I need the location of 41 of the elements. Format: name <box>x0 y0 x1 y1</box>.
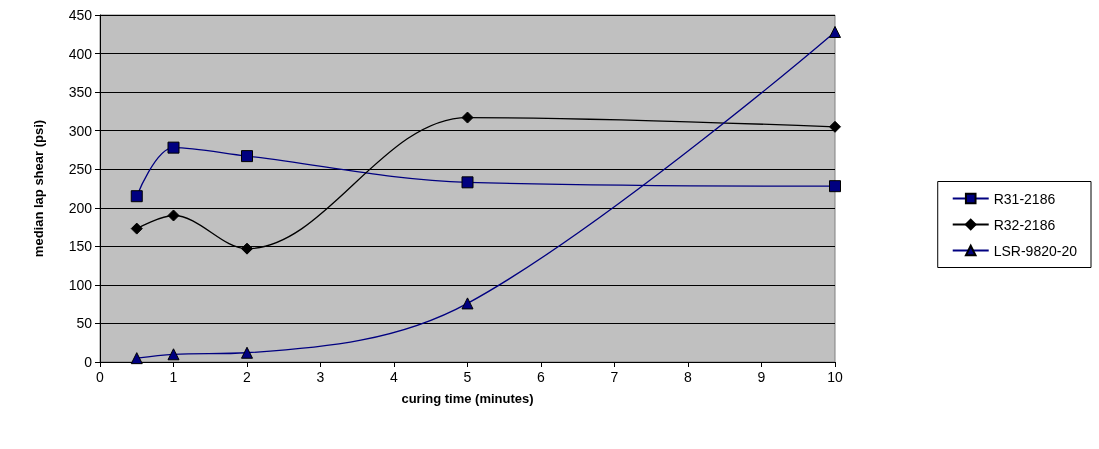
x-tick-label: 0 <box>96 369 105 385</box>
point <box>167 348 180 361</box>
point <box>461 111 474 124</box>
point <box>130 222 143 235</box>
x-tick-label: 1 <box>169 369 178 385</box>
y-tick-label: 300 <box>68 122 93 139</box>
point <box>167 209 180 222</box>
point <box>461 297 474 310</box>
point <box>829 25 841 38</box>
point <box>130 352 143 365</box>
point <box>829 180 841 193</box>
point <box>241 242 253 255</box>
x-tick-label: 2 <box>243 369 252 385</box>
x-tick-label: 3 <box>316 369 325 385</box>
y-tick-label: 0 <box>84 354 93 370</box>
x-tick-label: 4 <box>390 369 399 385</box>
point <box>167 141 180 154</box>
x-tick-label: 5 <box>463 369 472 385</box>
y-tick-label: 450 <box>68 7 93 23</box>
y-tick-label: 50 <box>76 315 93 332</box>
x-tick-label: 7 <box>610 369 619 385</box>
point <box>241 150 253 163</box>
y-axis-title: median lap shear (psi) <box>31 119 46 258</box>
x-tick-label: 8 <box>684 369 693 385</box>
y-tick-label: 150 <box>68 238 93 255</box>
legend-label: LSR-9820-20 <box>993 242 1078 259</box>
x-tick-label: 10 <box>827 369 843 385</box>
y-tick-label: 100 <box>68 276 93 293</box>
point <box>461 176 474 189</box>
legend-label: R31-2186 <box>993 190 1056 207</box>
y-tick-label: 250 <box>68 161 93 178</box>
point <box>241 346 253 359</box>
y-tick-label: 200 <box>68 199 93 216</box>
y-tick-label: 350 <box>68 84 93 101</box>
point <box>829 120 841 133</box>
point <box>130 190 143 203</box>
x-tick-label: 6 <box>537 369 546 385</box>
x-tick-label: 9 <box>757 369 766 385</box>
legend-label: R32-2186 <box>993 216 1056 233</box>
y-tick-label: 400 <box>68 45 93 62</box>
x-axis-title: curing time (minutes) <box>401 391 534 406</box>
